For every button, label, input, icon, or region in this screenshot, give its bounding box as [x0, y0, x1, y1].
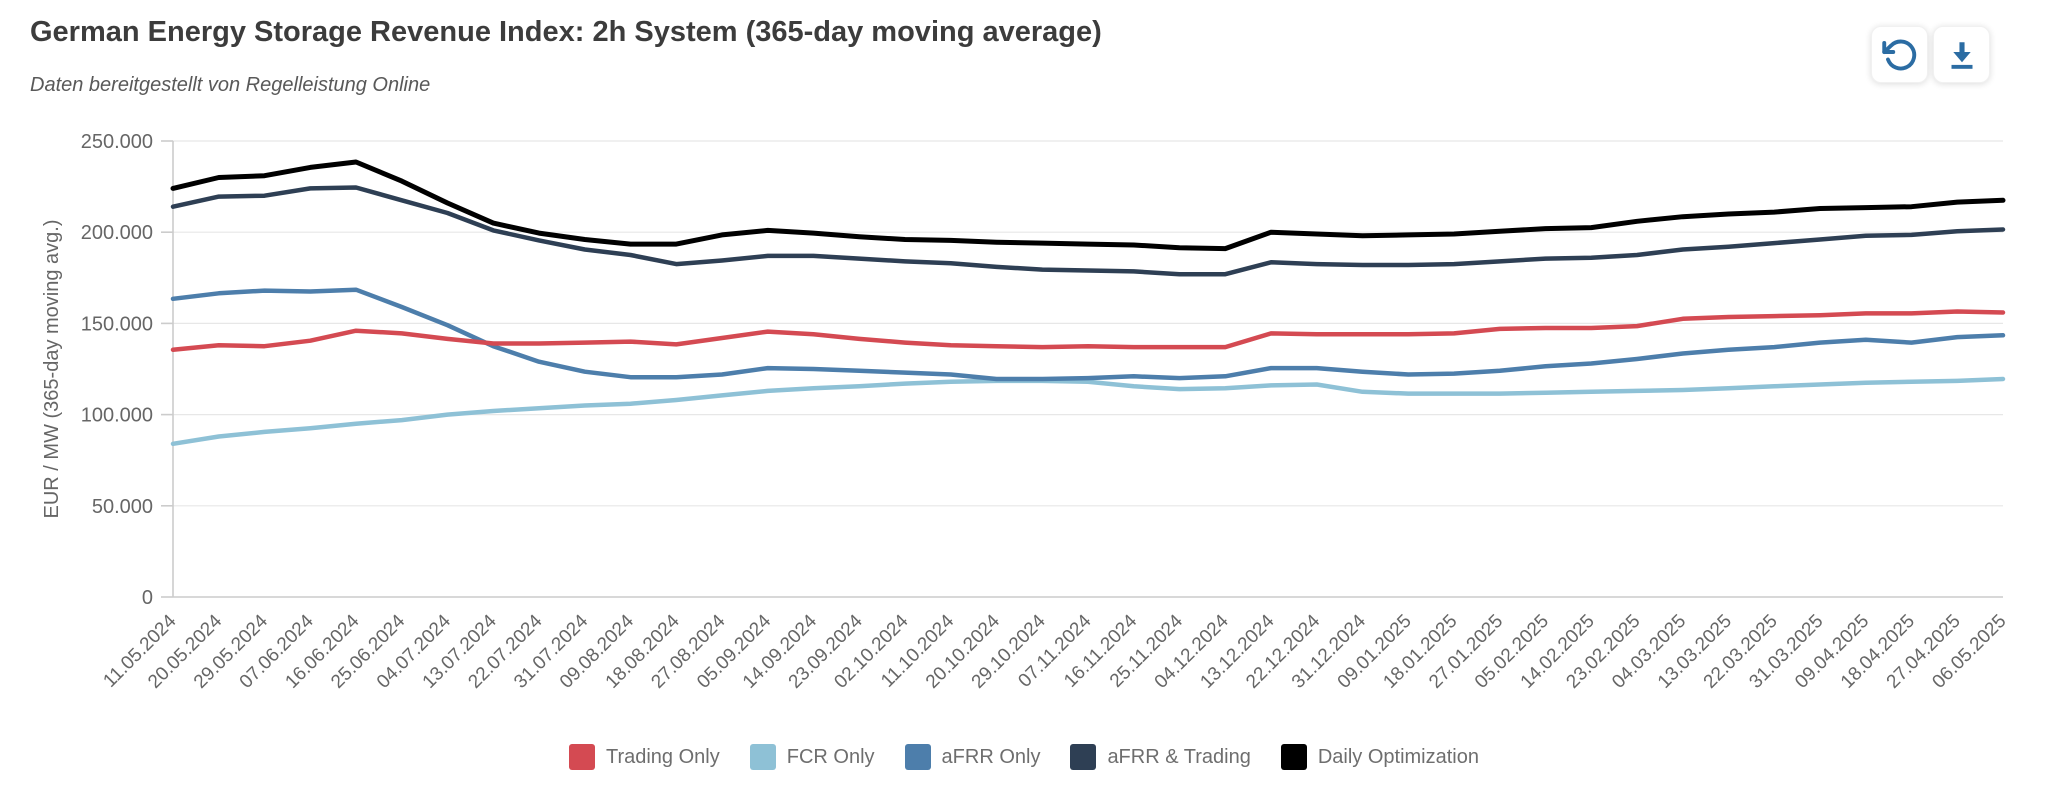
series-line-trading-only[interactable] — [170, 309, 2006, 353]
legend-item-afrr-only[interactable]: aFRR Only — [904, 744, 1041, 770]
chart-legend: Trading Only FCR Only aFRR Only aFRR & Trad… — [0, 744, 2048, 770]
legend-swatch-afrr-trading — [1070, 744, 1097, 770]
legend-label: aFRR & Trading — [1107, 745, 1251, 768]
legend-swatch-trading-only — [568, 744, 595, 770]
y-axis-label: 50.000 — [92, 496, 153, 518]
y-axis-label: 200.000 — [81, 222, 153, 244]
legend-item-daily-optimization[interactable]: Daily Optimization — [1280, 744, 1479, 770]
line-chart-plot-area[interactable]: 0 50.000 100.000 150.000 200.000 250.000 EUR /… — [0, 0, 2048, 744]
y-axis-label: 150.000 — [81, 313, 153, 335]
legend-item-afrr-trading[interactable]: aFRR & Trading — [1070, 744, 1251, 770]
series-line-afrr-trading[interactable] — [170, 185, 2006, 277]
legend-item-fcr-only[interactable]: FCR Only — [749, 744, 875, 770]
legend-label: Daily Optimization — [1317, 745, 1479, 768]
y-axis-label: 250.000 — [81, 131, 153, 153]
refresh-ccw-icon — [1881, 39, 1916, 70]
legend-label: Trading Only — [605, 745, 720, 768]
series-line-afrr-only[interactable] — [170, 287, 2006, 382]
chart-toolbar — [1871, 26, 1990, 83]
y-axis-label: 100.000 — [81, 405, 153, 427]
y-axis-label: 0 — [142, 587, 153, 609]
page-title: German Energy Storage Revenue Index: 2h … — [30, 16, 1102, 48]
download-button[interactable] — [1933, 26, 1990, 83]
legend-label: FCR Only — [786, 745, 875, 768]
legend-item-trading-only[interactable]: Trading Only — [568, 744, 720, 770]
legend-swatch-afrr-only — [904, 744, 931, 770]
y-axis-title: EUR / MW (365-day moving avg.) — [41, 220, 63, 519]
chart-subtitle: Daten bereitgestellt von Regelleistung O… — [30, 74, 431, 96]
legend-swatch-daily-optimization — [1280, 744, 1307, 770]
legend-swatch-fcr-only — [749, 744, 776, 770]
download-icon — [1951, 41, 1972, 69]
legend-label: aFRR Only — [941, 745, 1041, 768]
series-line-daily-optimization[interactable] — [170, 159, 2006, 252]
series-line-fcr-only[interactable] — [170, 376, 2006, 447]
reset-zoom-button[interactable] — [1871, 26, 1928, 83]
